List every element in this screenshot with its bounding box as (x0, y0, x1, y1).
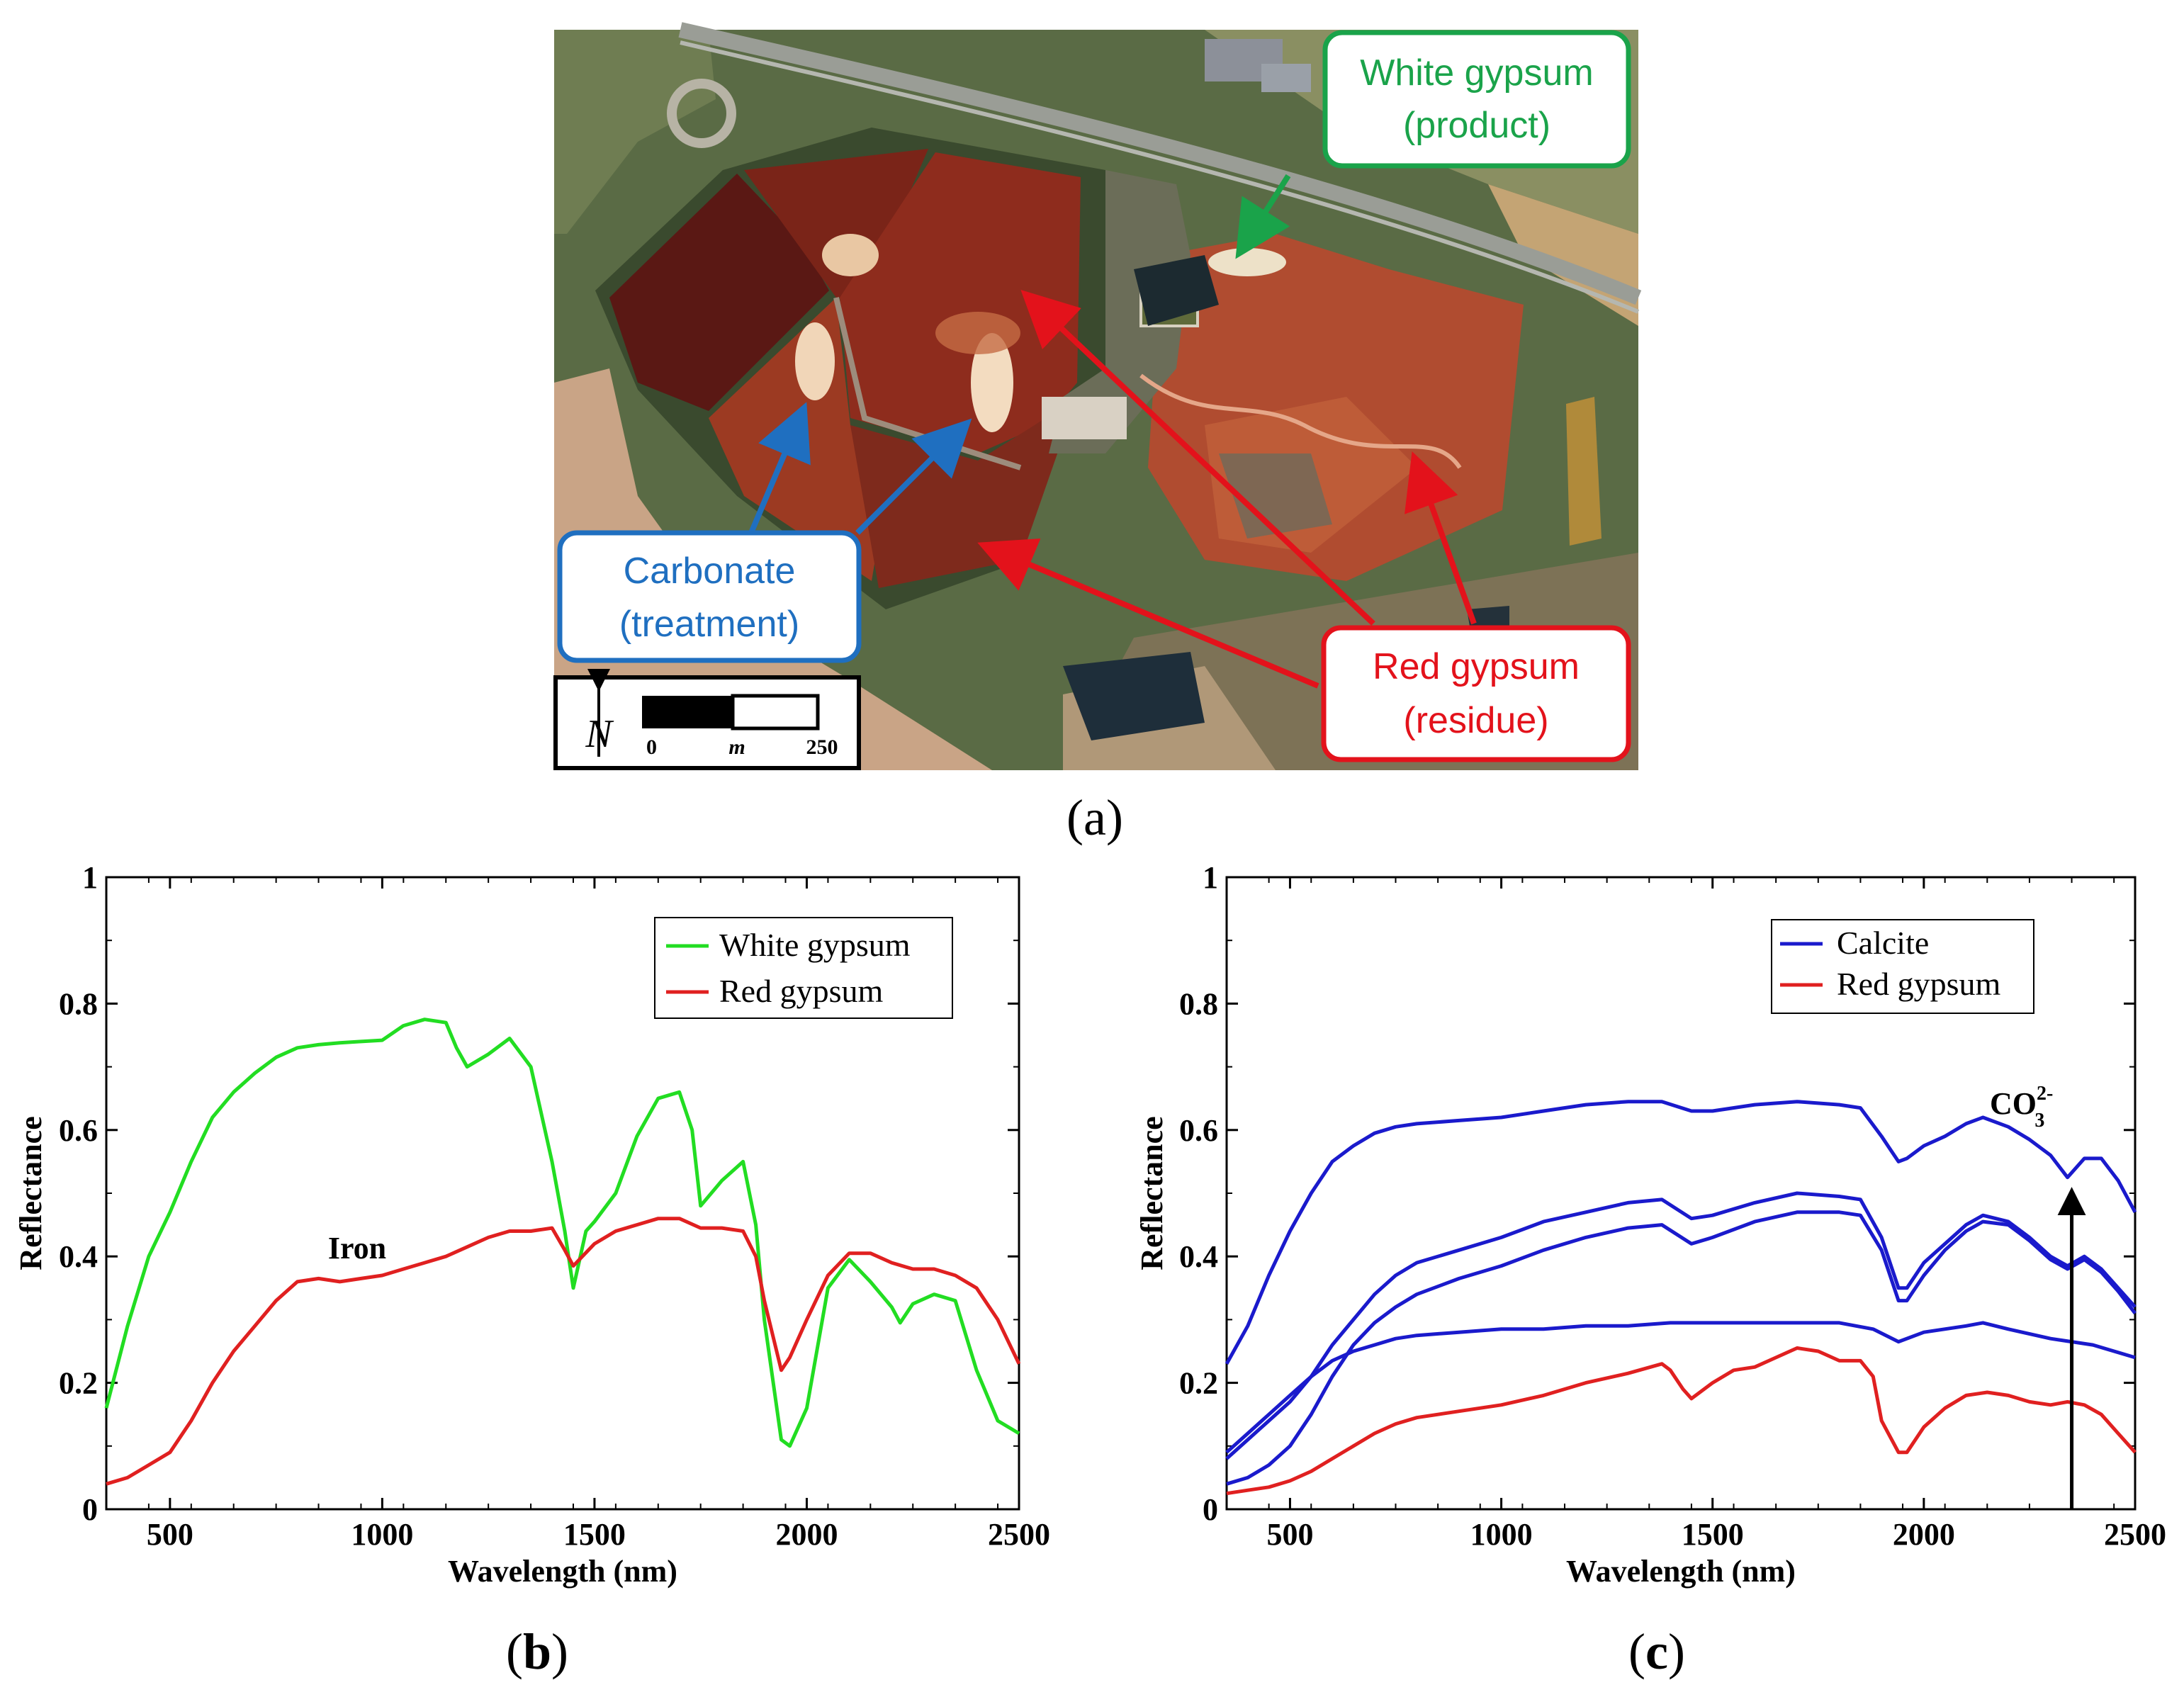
y-tick-label: 0.2 (59, 1366, 98, 1401)
y-tick-label: 0.4 (59, 1239, 98, 1274)
chart-c-ylabel: Reflectance (1135, 1116, 1169, 1270)
legend-b-label-red: Red gypsum (719, 973, 884, 1009)
x-tick-label: 1500 (1682, 1517, 1744, 1552)
field-northwest (554, 30, 716, 234)
panel-label-c: (c) (1628, 1623, 1685, 1680)
scalebar-white (731, 694, 820, 731)
series-line-red-gypsum (106, 1217, 1021, 1486)
plant-buildings (1042, 397, 1127, 439)
panel-b-letter: b (523, 1623, 551, 1680)
y-tick-label: 0.4 (1179, 1239, 1218, 1274)
co3-base: CO (1990, 1086, 2037, 1121)
y-tick-label: 0.6 (59, 1113, 98, 1148)
y-tick-label: 0.2 (1179, 1366, 1218, 1401)
arrow-red-3 (977, 538, 1319, 689)
co3-subscript: 3 (2034, 1110, 2044, 1132)
scalebar-box: N 0 m 250 (553, 669, 861, 770)
chart-b-ylabel: Reflectance (13, 1116, 48, 1270)
x-tick-label: 1500 (563, 1517, 626, 1552)
field-southwest (554, 368, 992, 770)
arrow-red-2 (1405, 451, 1477, 625)
patch-west (795, 322, 835, 400)
pond-center (840, 152, 1081, 453)
scalebar-black (642, 696, 733, 728)
x-tick-label: 500 (1266, 1517, 1313, 1552)
series-line-red-gypsum (1226, 1346, 2137, 1496)
x-tick-label: 2000 (775, 1517, 838, 1552)
y-tick-label: 1 (82, 860, 98, 895)
highway (678, 22, 1642, 305)
scalebar-zero: 0 (646, 735, 657, 759)
series-line-white-gypsum (104, 1017, 1020, 1448)
arrow-white-gypsum (1235, 174, 1291, 259)
pond-south-water (1063, 652, 1205, 740)
svg-text:CO2-3: CO2- 3 (1990, 1083, 2053, 1132)
x-tick-label: 2000 (1893, 1517, 1955, 1552)
x-tick-label: 500 (147, 1517, 193, 1552)
legend-c-label-red: Red gypsum (1837, 966, 2001, 1002)
x-tick-label: 1000 (1470, 1517, 1533, 1552)
chart-b-legend: White gypsum Red gypsum (654, 917, 953, 1019)
callout-white-line1: White gypsum (1360, 52, 1593, 94)
legend-b-label-white: White gypsum (719, 927, 911, 963)
callout-carbonate-line1: Carbonate (624, 551, 796, 592)
callout-red-line1: Red gypsum (1373, 646, 1580, 687)
chart-c-legend: Calcite Red gypsum (1771, 919, 2034, 1014)
series-line-calcite-4 (1225, 1321, 2136, 1454)
arrow-carbonate-1 (748, 402, 811, 534)
x-tick-label: 1000 (351, 1517, 413, 1552)
svg-text:(b): (b) (506, 1623, 568, 1680)
svg-text:(a): (a) (1066, 789, 1123, 846)
chart-b-xlabel: Wavelength (nm) (448, 1554, 677, 1589)
chart-c-xlabel: Wavelength (nm) (1566, 1554, 1796, 1589)
chart-b: 500 1000 1500 2000 2500 0 0.2 0.4 0.6 0.8 1 Wavele… (13, 860, 1050, 1589)
roundabout (667, 79, 736, 148)
svg-text:(c): (c) (1628, 1623, 1685, 1680)
scalebar-unit: m (728, 735, 745, 759)
y-tick-label: 0 (1203, 1492, 1218, 1527)
panel-c-letter: c (1645, 1623, 1668, 1680)
y-tick-label: 0.6 (1179, 1113, 1218, 1148)
aerial-image-panel: N 0 m 250 White gypsum (product) Carbona… (553, 22, 1642, 770)
callout-white-gypsum: White gypsum (product) (1322, 30, 1631, 169)
co3-superscript: 2- (2037, 1083, 2053, 1105)
callout-carbonate-line2: (treatment) (619, 604, 799, 645)
y-tick-label: 0 (82, 1492, 98, 1527)
patch-center (971, 333, 1013, 432)
plant-area (1049, 170, 1190, 453)
panel-label-b: (b) (506, 1623, 568, 1680)
white-gypsum-pile (1208, 248, 1286, 276)
pond-north (744, 149, 928, 298)
panel-label-a: (a) (1066, 789, 1123, 846)
chart-c: 500 1000 1500 2000 2500 0 0.2 0.4 0.6 0.8 1 Wavele… (1135, 860, 2166, 1589)
series-line-calcite (1225, 1100, 2137, 1365)
chart-b-iron-label: Iron (328, 1231, 386, 1265)
dark-basin (1134, 255, 1219, 326)
panel-a-letter: a (1083, 789, 1106, 846)
scalebar-max: 250 (806, 735, 838, 759)
x-tick-label: 2500 (988, 1517, 1050, 1552)
callout-white-line2: (product) (1403, 105, 1550, 146)
callout-carbonate: Carbonate (treatment) (557, 530, 862, 663)
building-2 (1261, 64, 1311, 92)
chart-c-co3-annotation: CO2- 3 (1990, 1083, 2086, 1509)
y-tick-label: 0.8 (1179, 986, 1218, 1021)
series-line-calcite-2 (1225, 1191, 2137, 1460)
x-tick-label: 2500 (2104, 1517, 2166, 1552)
callout-red-gypsum: Red gypsum (residue) (1321, 625, 1631, 762)
y-tick-label: 1 (1203, 860, 1218, 895)
legend-c-label-calcite: Calcite (1837, 925, 1929, 961)
callout-red-line2: (residue) (1403, 700, 1548, 741)
arrow-carbonate-2 (855, 418, 972, 535)
arrow-red-1 (1020, 290, 1375, 626)
pond-northwest (609, 174, 829, 411)
y-tick-label: 0.8 (59, 986, 98, 1021)
series-line-calcite-3 (1226, 1210, 2137, 1486)
north-label: N (585, 712, 614, 756)
yellow-pond (1566, 397, 1602, 546)
patch-north (822, 234, 879, 276)
